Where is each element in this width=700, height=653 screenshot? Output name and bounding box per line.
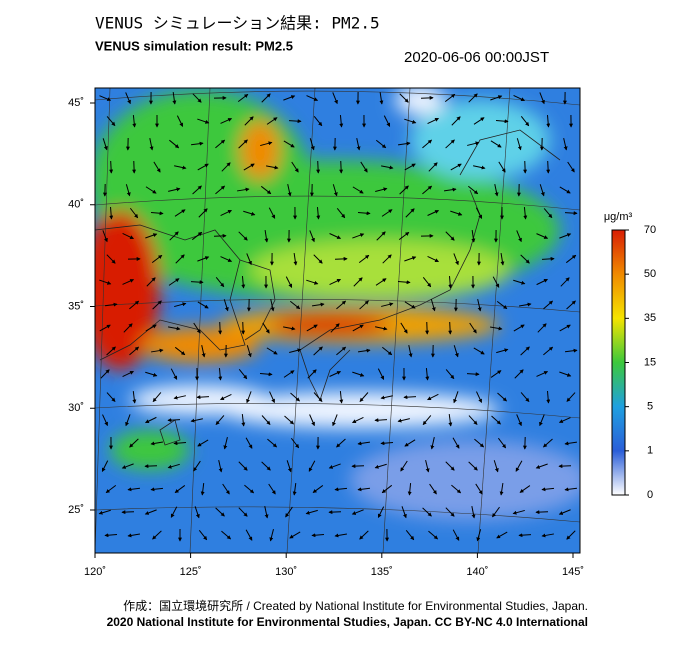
wind-arrow	[352, 466, 364, 467]
wind-arrow	[536, 512, 548, 513]
colorbar-tick-label: 15	[644, 356, 656, 368]
wind-arrow	[341, 161, 342, 173]
wind-arrow	[467, 374, 479, 375]
lat-tick-label: 30˚	[68, 402, 84, 414]
wind-arrow	[375, 420, 387, 421]
lon-tick-label: 140˚	[466, 566, 488, 578]
wind-arrow	[168, 420, 180, 421]
colorbar-tick-label: 5	[647, 401, 653, 413]
map-field	[80, 85, 590, 553]
wind-arrow	[243, 322, 244, 334]
wind-arrow	[111, 161, 112, 173]
colorbar-tick-label: 50	[644, 268, 656, 280]
wind-arrow	[329, 512, 341, 513]
wind-arrow	[214, 236, 226, 237]
wind-arrow	[197, 397, 209, 398]
wind-arrow	[220, 322, 221, 334]
wind-arrow	[404, 397, 416, 398]
footer-credit: 作成：国立環境研究所 / Created by National Institu…	[123, 598, 588, 613]
lat-tick-label: 35˚	[68, 300, 84, 312]
colorbar	[612, 230, 625, 495]
wind-arrow	[559, 466, 571, 467]
lat-tick-label: 25˚	[68, 504, 84, 516]
wind-arrow	[450, 322, 451, 334]
lon-tick-label: 130˚	[275, 566, 297, 578]
colorbar-tick-label: 35	[644, 312, 656, 324]
wind-arrow	[565, 213, 577, 214]
wind-arrow	[318, 161, 319, 173]
wind-arrow	[145, 466, 157, 467]
lat-tick-label: 45˚	[68, 97, 84, 109]
colorbar-tick-label: 70	[644, 224, 656, 236]
lon-tick-label: 120˚	[84, 566, 106, 578]
datetime: 2020-06-06 00:00JST	[404, 49, 549, 66]
lat-tick-label: 40˚	[68, 199, 84, 211]
wind-arrow	[122, 512, 134, 513]
lon-tick-label: 145˚	[562, 566, 584, 578]
lon-tick-label: 125˚	[180, 566, 202, 578]
footer-license: 2020 National Institute for Environmenta…	[107, 615, 588, 629]
colorbar-tick-label: 0	[647, 489, 653, 501]
lon-tick-label: 135˚	[371, 566, 393, 578]
wind-arrow	[542, 259, 554, 260]
colorbar-tick-label: 1	[647, 445, 653, 457]
wind-arrow	[548, 161, 549, 173]
colorbar-unit: μg/m³	[604, 211, 633, 223]
subtitle: VENUS simulation result: PM2.5	[95, 38, 293, 53]
title: VENUS シミュレーション結果: PM2.5	[95, 14, 380, 33]
